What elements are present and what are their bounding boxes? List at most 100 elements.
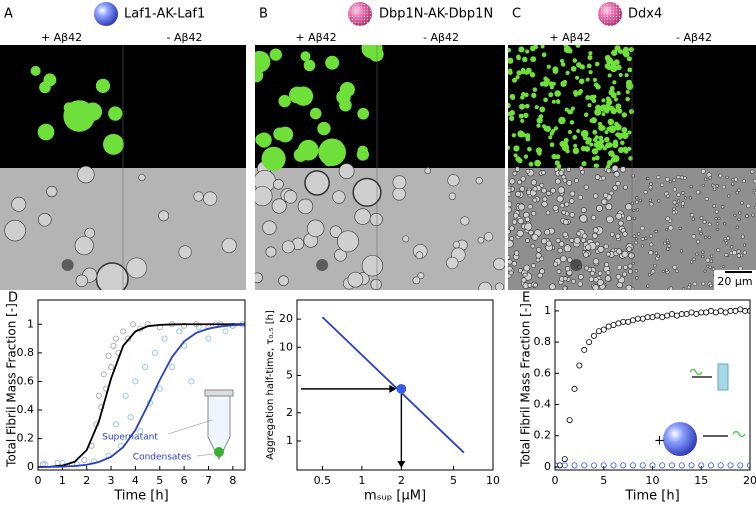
data: [38, 321, 245, 468]
droplet: [323, 156, 334, 167]
droplet: [572, 58, 578, 63]
droplet-bf: [512, 171, 518, 176]
data-point: [659, 314, 666, 321]
droplet-bf: [524, 222, 533, 231]
y-axis-label: Total Fibril Mass Fraction [-]: [519, 303, 533, 468]
droplet: [608, 125, 617, 133]
droplet: [553, 126, 559, 131]
arrow-head: [397, 461, 406, 468]
droplet-bf: [686, 285, 691, 290]
droplet-bf: [649, 234, 653, 238]
droplet-bf: [737, 217, 741, 222]
data-point: [649, 462, 656, 469]
droplet: [615, 124, 622, 131]
droplet-bf: [634, 200, 639, 205]
data-point: [168, 364, 175, 371]
droplet: [613, 108, 618, 113]
droplet-bf: [271, 198, 287, 214]
protein-name: Laf1-AK-Laf1: [124, 7, 205, 22]
condition-label: + Aβ42: [41, 31, 82, 44]
droplet-bf: [695, 252, 699, 257]
droplet-bf: [541, 238, 548, 245]
droplet-bf: [512, 212, 519, 219]
data-point: [73, 461, 80, 468]
droplet-bf: [580, 169, 586, 175]
droplet: [508, 57, 514, 64]
droplet-bf: [508, 273, 512, 279]
x-tick-label: 0: [35, 474, 42, 487]
droplet-bf: [651, 269, 656, 274]
droplet: [524, 70, 529, 75]
droplet: [508, 145, 511, 150]
droplet: [549, 85, 554, 90]
droplet-bf: [511, 219, 518, 225]
droplet-bf: [539, 182, 545, 188]
y-tick-label: 0: [544, 460, 551, 473]
droplet-bf: [716, 248, 721, 252]
droplet: [552, 155, 557, 160]
droplet-bf: [562, 285, 568, 290]
panel-headers: [94, 2, 622, 26]
droplet-bf: [634, 240, 639, 245]
droplet-bf: [329, 225, 342, 238]
droplet-bf: [649, 242, 654, 247]
droplet-bf: [578, 165, 584, 171]
droplet: [626, 56, 632, 62]
droplet-bf: [605, 203, 613, 211]
droplet-bf: [332, 190, 346, 204]
data-point: [717, 307, 724, 314]
droplet-bf: [725, 241, 729, 245]
droplet-bf: [539, 256, 545, 262]
droplet-bf: [558, 170, 564, 176]
droplet: [538, 114, 544, 120]
droplet-bf: [665, 177, 670, 182]
droplet-bf: [508, 259, 513, 265]
droplet-bf: [632, 208, 636, 212]
droplet: [255, 50, 271, 73]
data-point: [698, 462, 705, 469]
data-point: [600, 326, 607, 333]
data-point: [625, 318, 632, 325]
data-point: [708, 462, 715, 469]
droplet-bf: [508, 254, 511, 260]
droplet: [611, 49, 618, 56]
droplet-bf: [743, 243, 747, 247]
droplet: [622, 146, 628, 152]
condensate: [663, 422, 697, 456]
data-point: [176, 328, 183, 335]
droplet-bf: [74, 236, 94, 256]
droplet: [618, 73, 623, 78]
droplet-bf: [644, 236, 648, 240]
droplet-bf: [347, 271, 364, 288]
droplet: [627, 130, 632, 135]
droplet: [554, 90, 561, 97]
droplet-bf: [221, 237, 237, 254]
droplet-bf: [745, 214, 749, 218]
data-point: [100, 371, 107, 378]
droplet-bf: [508, 206, 512, 214]
droplet-bf: [369, 213, 383, 227]
droplet-bf: [636, 208, 640, 212]
droplet-bf: [493, 257, 505, 271]
droplet-bf: [648, 250, 654, 256]
droplet-bf: [733, 213, 737, 217]
droplet-bf: [593, 193, 599, 199]
droplet: [570, 106, 575, 111]
droplet-bf: [628, 252, 635, 259]
data-point: [129, 321, 136, 328]
droplet: [543, 76, 548, 81]
droplet: [303, 59, 316, 72]
droplet: [625, 89, 630, 95]
droplet-bf: [447, 174, 460, 187]
droplet-bf: [566, 180, 573, 186]
droplet-bf: [536, 246, 542, 253]
droplet: [537, 151, 542, 156]
droplet-bf: [712, 204, 717, 208]
droplet-bf: [530, 179, 537, 186]
droplet: [560, 62, 566, 67]
droplet-bf: [706, 264, 710, 268]
droplet: [261, 146, 286, 171]
data-point: [561, 462, 568, 469]
droplet: [608, 89, 615, 96]
droplet-bf: [535, 257, 541, 263]
